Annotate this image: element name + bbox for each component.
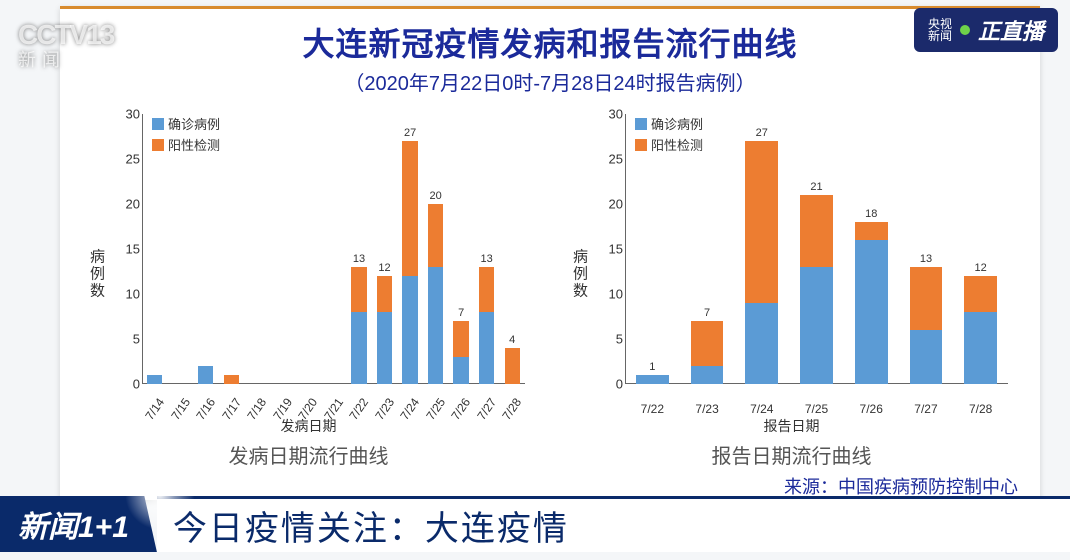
channel-watermark: CCTV13 新闻	[18, 20, 113, 71]
live-dot-icon	[960, 25, 970, 35]
y-axis: 051015202530	[595, 114, 623, 384]
panel-title: 大连新冠疫情发病和报告流行曲线	[82, 19, 1018, 65]
x-axis-title: 报告日期	[565, 416, 1018, 436]
bar-7/22: 13	[346, 267, 372, 384]
bar-7/27: 13	[899, 267, 954, 384]
bar-7/24: 27	[397, 141, 423, 384]
live-badge: 央视 新闻 正直播	[914, 8, 1058, 52]
bar-7/14	[142, 375, 168, 384]
plot-area: 131227207134	[142, 114, 525, 384]
y-axis: 051015202530	[112, 114, 140, 384]
bar-7/23: 7	[680, 321, 735, 384]
plot-area: 172721181312	[625, 114, 1008, 384]
chart2-caption: 报告日期流行曲线	[565, 440, 1018, 469]
headline: 今日疫情关注：大连疫情	[157, 496, 1070, 552]
bar-7/24: 27	[734, 141, 789, 384]
x-axis-title: 发病日期	[82, 416, 535, 436]
x-labels: 7/227/237/247/257/267/277/28	[625, 402, 1008, 416]
chart-panel: 直播 大连新冠疫情发病和报告流行曲线 （2020年7月22日0时-7月28日24…	[60, 6, 1040, 500]
bar-7/25: 21	[789, 195, 844, 384]
bar-7/25: 20	[423, 204, 449, 384]
onset-date-chart: 确诊病例阳性检测病例数0510152025301312272071347/147…	[82, 114, 535, 434]
x-labels: 7/147/157/167/177/187/197/207/217/227/23…	[142, 402, 525, 416]
lens-flare	[125, 460, 195, 530]
y-axis-label: 病例数	[569, 249, 590, 300]
bar-7/23: 12	[372, 276, 398, 384]
bar-7/26: 18	[844, 222, 899, 384]
y-axis-label: 病例数	[86, 249, 107, 300]
bar-7/28: 4	[499, 348, 525, 384]
bar-7/17	[219, 375, 245, 384]
report-date-chart: 确诊病例阳性检测病例数0510152025301727211813127/227…	[565, 114, 1018, 434]
bar-7/27: 13	[474, 267, 500, 384]
bar-7/28: 12	[953, 276, 1008, 384]
bar-7/26: 7	[448, 321, 474, 384]
bar-7/22: 1	[625, 375, 680, 384]
panel-subtitle: （2020年7月22日0时-7月28日24时报告病例）	[82, 67, 1018, 96]
bar-7/16	[193, 366, 219, 384]
